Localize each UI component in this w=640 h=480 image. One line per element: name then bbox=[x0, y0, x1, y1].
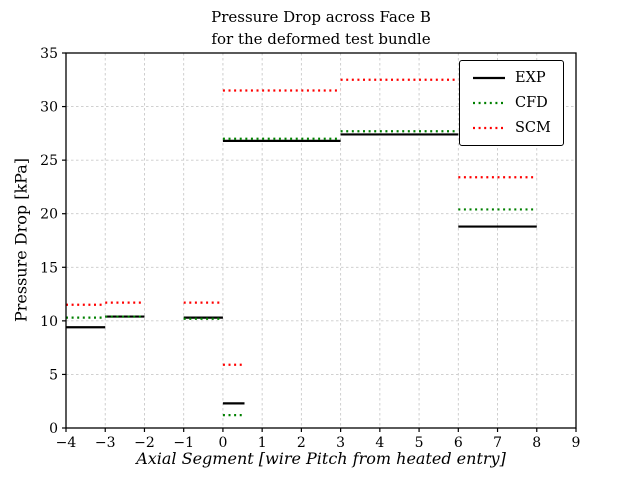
y-tick-label: 15 bbox=[40, 260, 58, 276]
x-tick-label: −4 bbox=[56, 435, 77, 451]
x-tick-label: −1 bbox=[173, 435, 194, 451]
plot-border bbox=[65, 52, 577, 429]
legend-label-EXP: EXP bbox=[515, 70, 546, 86]
legend-label-CFD: CFD bbox=[515, 95, 548, 111]
x-tick-label: 2 bbox=[297, 435, 306, 451]
x-tick-label: −3 bbox=[95, 435, 116, 451]
y-axis-label: Pressure Drop [kPa] bbox=[11, 157, 31, 323]
x-tick-label: 0 bbox=[218, 435, 227, 451]
legend-entry-SCM: SCM bbox=[472, 120, 551, 136]
x-tick-label: 4 bbox=[375, 435, 384, 451]
legend-label-SCM: SCM bbox=[515, 120, 551, 136]
y-tick-label: 35 bbox=[40, 46, 58, 62]
chart-title-line1: Pressure Drop across Face B bbox=[211, 8, 431, 26]
x-tick-label: 7 bbox=[493, 435, 502, 451]
y-tick-label: 20 bbox=[40, 207, 58, 223]
x-tick-label: 5 bbox=[415, 435, 424, 451]
legend-entry-EXP: EXP bbox=[472, 70, 551, 86]
x-axis-label: Axial Segment [wire Pitch from heated en… bbox=[136, 449, 506, 468]
legend-line-CFD bbox=[473, 101, 505, 105]
y-tick-label: 5 bbox=[49, 367, 58, 383]
y-tick-label: 0 bbox=[49, 421, 58, 437]
legend-line-SCM bbox=[473, 126, 505, 130]
x-tick-label: 9 bbox=[572, 435, 581, 451]
y-tick-label: 25 bbox=[40, 153, 58, 169]
x-tick-label: 6 bbox=[454, 435, 463, 451]
x-tick-label: 3 bbox=[336, 435, 345, 451]
legend: EXP CFD SCM bbox=[459, 60, 564, 146]
x-tick-label: −2 bbox=[134, 435, 155, 451]
legend-entry-CFD: CFD bbox=[472, 95, 551, 111]
chart-title-line2: for the deformed test bundle bbox=[211, 30, 431, 48]
legend-line-EXP bbox=[473, 76, 505, 80]
x-tick-label: 1 bbox=[258, 435, 267, 451]
chart-title: Pressure Drop across Face B for the defo… bbox=[66, 6, 576, 50]
y-tick-label: 30 bbox=[40, 100, 58, 116]
x-tick-label: 8 bbox=[532, 435, 541, 451]
y-tick-label: 10 bbox=[40, 314, 58, 330]
